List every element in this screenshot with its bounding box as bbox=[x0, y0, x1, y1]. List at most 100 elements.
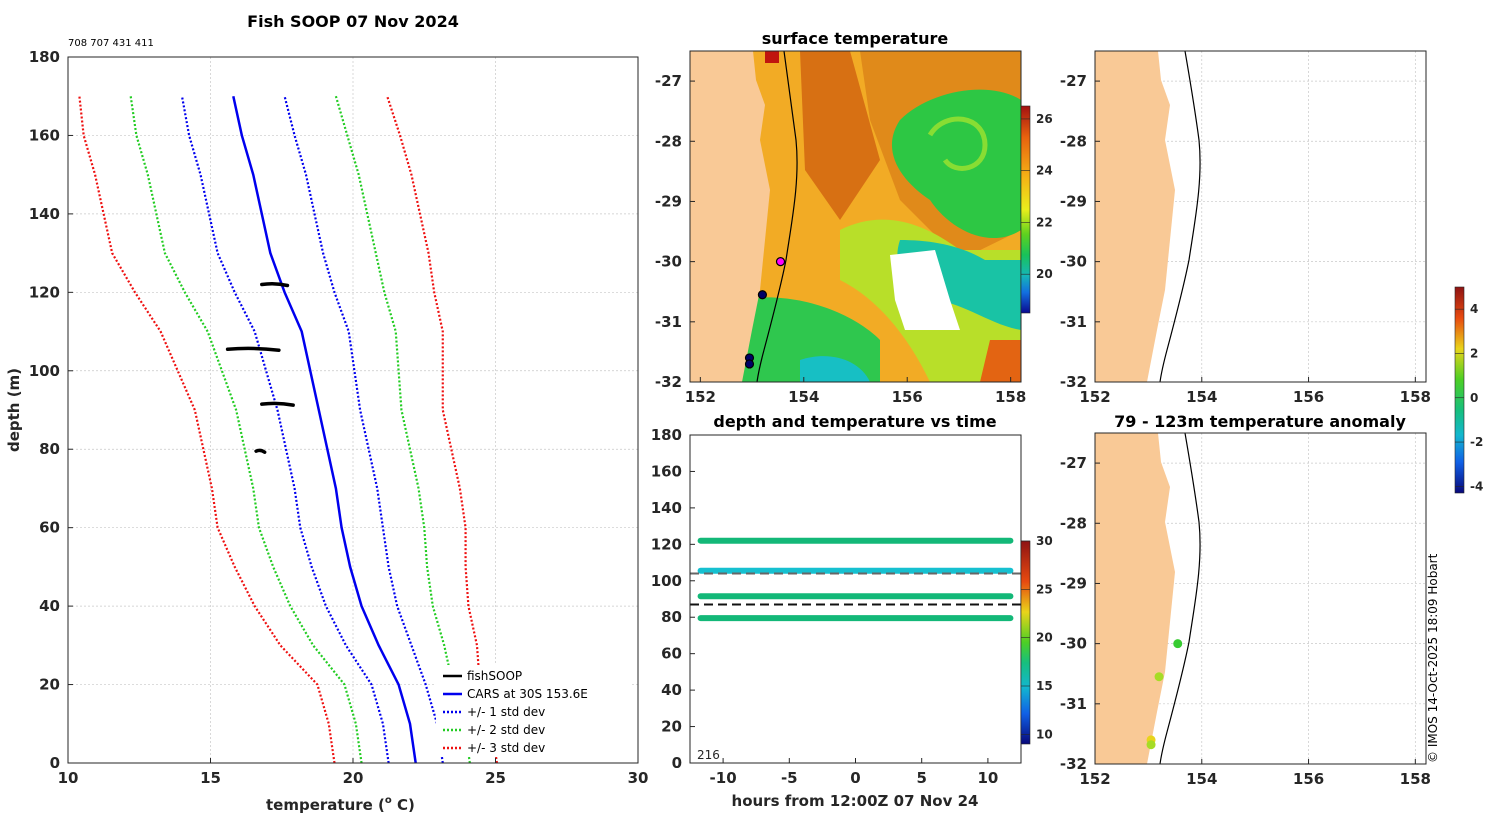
y-tick-label: -30 bbox=[1060, 253, 1087, 271]
anomaly-colorbar-label: 4 bbox=[1470, 302, 1478, 316]
sst-se-warm bbox=[980, 340, 1021, 382]
time-title: depth and temperature vs time bbox=[713, 412, 996, 431]
sst-map-area bbox=[690, 51, 1021, 382]
time-colorbar-label: 20 bbox=[1036, 631, 1053, 645]
x-tick-label: 152 bbox=[1079, 770, 1110, 788]
y-tick-label: 100 bbox=[651, 572, 682, 590]
y-tick-label: -28 bbox=[1060, 132, 1087, 150]
x-tick-label: 156 bbox=[892, 388, 923, 406]
y-tick-label: -29 bbox=[655, 192, 682, 210]
y-tick-label: -28 bbox=[1060, 514, 1087, 532]
time-colorbar-label: 15 bbox=[1036, 679, 1053, 693]
sst-eddy-swirl bbox=[927, 116, 988, 171]
sst-panel: surface temperature bbox=[655, 29, 1053, 406]
x-tick-label: 154 bbox=[1186, 388, 1217, 406]
x-tick-label: -5 bbox=[781, 769, 798, 787]
fishsoop-trace bbox=[254, 448, 267, 454]
y-tick-label: 120 bbox=[29, 283, 60, 301]
anomaly-land bbox=[1095, 433, 1175, 764]
fishsoop-trace bbox=[260, 401, 295, 407]
fishsoop-trace bbox=[260, 281, 290, 288]
y-tick-label: 0 bbox=[50, 754, 60, 772]
profile-title: Fish SOOP 07 Nov 2024 bbox=[247, 12, 459, 31]
sst-south-cyan bbox=[800, 356, 870, 382]
x-tick-label: -10 bbox=[710, 769, 737, 787]
y-tick-label: 20 bbox=[39, 676, 60, 694]
anomaly-point bbox=[1154, 672, 1164, 682]
std3-plus-line bbox=[386, 95, 499, 764]
y-tick-label: -29 bbox=[1060, 192, 1087, 210]
time-colorbar-label: 10 bbox=[1036, 727, 1053, 741]
sst-eddy-green bbox=[891, 89, 1021, 239]
x-tick-label: 156 bbox=[1293, 388, 1324, 406]
std1-minus-line bbox=[180, 96, 390, 764]
profile-grid bbox=[68, 57, 638, 763]
sst-colorbar-label: 22 bbox=[1036, 215, 1053, 229]
x-tick-label: 10 bbox=[58, 769, 79, 787]
time-colorbar-label: 25 bbox=[1036, 582, 1053, 596]
time-colorbar bbox=[1020, 540, 1031, 745]
sst-markers bbox=[744, 257, 786, 369]
time-tracks bbox=[690, 537, 1021, 622]
sst-land bbox=[690, 51, 770, 382]
y-tick-label: 80 bbox=[661, 608, 682, 626]
anomaly-point bbox=[1173, 639, 1183, 649]
map-top-contour bbox=[1159, 51, 1201, 382]
anomaly-colorbar-ticks: 4 2 0 -2 -4 bbox=[1455, 302, 1483, 493]
time-colorbar-label: 30 bbox=[1036, 534, 1053, 548]
legend-label: +/- 3 std dev bbox=[467, 741, 545, 755]
std2-minus-line bbox=[129, 96, 363, 764]
std1-plus-line bbox=[283, 95, 444, 764]
std2-plus-line bbox=[334, 95, 471, 764]
anomaly-ticks: 152 154 156 158 -27 -28 -29 -30 -31 -32 bbox=[1060, 454, 1431, 788]
y-tick-label: 40 bbox=[39, 597, 60, 615]
y-tick-label: 180 bbox=[29, 48, 60, 66]
map-top-axes-box bbox=[1094, 50, 1427, 383]
anomaly-map-area bbox=[1095, 433, 1201, 764]
std3-minus-line bbox=[78, 96, 336, 764]
anomaly-axes-box bbox=[1094, 432, 1427, 765]
anomaly-colorbar-label: -4 bbox=[1470, 479, 1483, 493]
sst-colorbar bbox=[1020, 105, 1031, 314]
anomaly-title: 79 - 123m temperature anomaly bbox=[1114, 412, 1406, 431]
anomaly-colorbar-label: -2 bbox=[1470, 435, 1483, 449]
y-tick-label: -27 bbox=[1060, 454, 1087, 472]
y-tick-label: -30 bbox=[1060, 635, 1087, 653]
anomaly-colorbar-label: 2 bbox=[1470, 346, 1478, 360]
x-tick-label: 156 bbox=[1293, 770, 1324, 788]
y-tick-label: -27 bbox=[655, 72, 682, 90]
legend-label: fishSOOP bbox=[467, 669, 522, 683]
anomaly-points bbox=[1146, 639, 1183, 750]
profile-ids: 708 707 431 411 bbox=[68, 38, 154, 49]
y-tick-label: -31 bbox=[1060, 695, 1087, 713]
sst-hot-band bbox=[800, 51, 880, 220]
credit-text: © IMOS 14-Oct-2025 18:09 Hobart bbox=[1426, 553, 1440, 763]
y-tick-label: 160 bbox=[651, 462, 682, 480]
y-tick-label: 120 bbox=[651, 535, 682, 553]
x-tick-label: 25 bbox=[485, 769, 506, 787]
y-tick-label: -32 bbox=[655, 373, 682, 391]
x-tick-label: 20 bbox=[343, 769, 364, 787]
y-tick-label: 140 bbox=[651, 499, 682, 517]
x-tick-label: 5 bbox=[916, 769, 926, 787]
time-colorbar-ticks: 10 15 20 25 30 bbox=[1021, 534, 1053, 741]
cars-line bbox=[232, 95, 417, 764]
y-tick-label: -29 bbox=[1060, 574, 1087, 592]
x-tick-label: 10 bbox=[977, 769, 998, 787]
sst-north-hotspot bbox=[765, 51, 779, 63]
anomaly-panel: 79 - 123m temperature anomaly 152 154 156 1… bbox=[1060, 286, 1483, 788]
map-top-area bbox=[1095, 51, 1201, 382]
y-tick-label: 80 bbox=[39, 440, 60, 458]
y-tick-label: 0 bbox=[672, 754, 682, 772]
profile-legend: fishSOOP CARS at 30S 153.6E +/- 1 std dev +… bbox=[436, 665, 632, 757]
sst-colorbar-label: 26 bbox=[1036, 112, 1053, 126]
y-tick-label: 160 bbox=[29, 126, 60, 144]
sst-marker bbox=[744, 359, 755, 369]
map-top-grid bbox=[1095, 51, 1426, 382]
sst-colorbar-ticks: 20 22 24 26 bbox=[1021, 112, 1053, 281]
sst-marker bbox=[775, 257, 786, 267]
sst-cloud-gap bbox=[890, 250, 960, 330]
